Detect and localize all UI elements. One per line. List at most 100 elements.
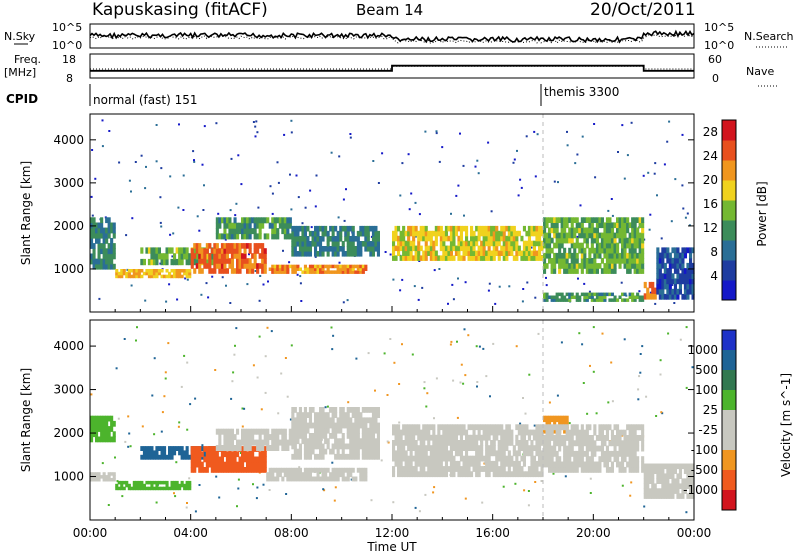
heatmap-cell [610, 237, 614, 244]
heatmap-cell [605, 292, 609, 297]
heatmap-cell [165, 274, 169, 279]
heatmap-cell [392, 255, 396, 261]
heatmap-cell [505, 424, 509, 431]
heatmap-cell [595, 268, 599, 274]
heatmap-cell [570, 295, 574, 299]
heatmap-cell [626, 222, 630, 229]
heatmap-cell [271, 467, 275, 473]
heatmap-cell [147, 486, 151, 491]
heatmap-cell [215, 258, 219, 264]
heatmap-cell [268, 434, 272, 441]
scatter-point [418, 260, 421, 262]
heatmap-cell [112, 253, 116, 260]
heatmap-cell [568, 295, 572, 299]
heatmap-cell [610, 292, 614, 297]
heatmap-cell [545, 295, 549, 299]
heatmap-cell [110, 243, 114, 249]
heatmap-cell [256, 263, 260, 269]
heatmap-cell [409, 255, 413, 261]
heatmap-cell [223, 233, 227, 240]
heatmap-cell [485, 455, 489, 462]
heatmap-cell [550, 435, 554, 441]
heatmap-cell [447, 429, 451, 436]
heatmap-cell [354, 236, 358, 242]
heatmap-cell [359, 472, 363, 478]
heatmap-cell [339, 422, 343, 429]
heatmap-cell [558, 217, 562, 223]
heatmap-cell [457, 255, 461, 261]
scatter-point [533, 424, 536, 427]
heatmap-cell [336, 472, 340, 478]
heatmap-cell [573, 268, 577, 274]
heatmap-cell [510, 250, 514, 256]
heatmap-cell [480, 240, 484, 247]
heatmap-cell [246, 222, 250, 229]
scatter-point [128, 179, 131, 182]
heatmap-cell [97, 420, 101, 427]
heatmap-cell [618, 466, 622, 473]
heatmap-cell [112, 227, 116, 234]
heatmap-cell [522, 225, 526, 232]
heatmap-cell [168, 271, 172, 276]
heatmap-cell [306, 267, 310, 271]
scatter-point [534, 175, 537, 178]
heatmap-cell [633, 461, 637, 468]
scatter-point [126, 268, 129, 271]
heatmap-cell [424, 429, 428, 436]
heatmap-cell [298, 443, 302, 450]
heatmap-cell [394, 255, 398, 261]
scatter-point [257, 206, 260, 209]
heatmap-cell [618, 461, 622, 468]
heatmap-cell [321, 225, 325, 232]
heatmap-cell [535, 255, 539, 261]
heatmap-cell [502, 245, 506, 252]
heatmap-cell [593, 247, 597, 254]
heatmap-cell [658, 273, 662, 280]
heatmap-cell [344, 267, 348, 271]
heatmap-cell [485, 250, 489, 256]
heatmap-cell [603, 268, 607, 274]
heatmap-cell [613, 268, 617, 274]
heatmap-cell [595, 222, 599, 229]
heatmap-cell [656, 488, 660, 494]
heatmap-cell [621, 247, 625, 254]
heatmap-cell [646, 463, 650, 470]
heatmap-cell [278, 270, 282, 274]
heatmap-cell [404, 245, 408, 252]
heatmap-cell [439, 466, 443, 472]
heatmap-cell [293, 241, 297, 247]
heatmap-cell [477, 225, 481, 232]
heatmap-cell [243, 467, 247, 473]
heatmap-cell [487, 255, 491, 261]
heatmap-cell [392, 245, 396, 252]
heatmap-cell [107, 243, 111, 249]
heatmap-cell [623, 456, 627, 463]
heatmap-cell [188, 480, 192, 485]
heatmap-cell [102, 431, 106, 438]
heatmap-cell [550, 424, 554, 431]
heatmap-cell [643, 281, 647, 289]
heatmap-cell [369, 453, 373, 460]
heatmap-cell [263, 268, 267, 274]
heatmap-cell [437, 440, 441, 446]
heatmap-cell [678, 283, 682, 290]
heatmap-cell [291, 264, 295, 269]
heatmap-cell [173, 269, 177, 273]
heatmap-cell [228, 467, 232, 473]
scatter-point [186, 361, 189, 364]
colorbar-tick-label: -1000 [683, 483, 718, 497]
heatmap-cell [296, 225, 300, 232]
heatmap-cell [298, 476, 302, 482]
heatmap-cell [344, 417, 348, 424]
heatmap-cell [243, 445, 247, 451]
scatter-point [630, 121, 633, 124]
heatmap-cell [422, 434, 426, 441]
heatmap-cell [590, 263, 594, 269]
heatmap-cell [241, 439, 245, 446]
heatmap-cell [568, 232, 572, 239]
scatter-point [592, 370, 595, 373]
heatmap-cell [276, 217, 280, 224]
colorbar-frame [721, 119, 737, 301]
heatmap-cell [271, 233, 275, 240]
heatmap-cell [517, 424, 521, 431]
